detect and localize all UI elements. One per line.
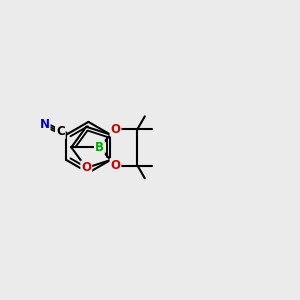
Text: O: O: [110, 123, 121, 136]
Text: O: O: [81, 161, 91, 174]
Text: N: N: [40, 118, 50, 131]
Text: C: C: [56, 125, 65, 138]
Text: B: B: [95, 141, 104, 154]
Text: O: O: [110, 159, 121, 172]
